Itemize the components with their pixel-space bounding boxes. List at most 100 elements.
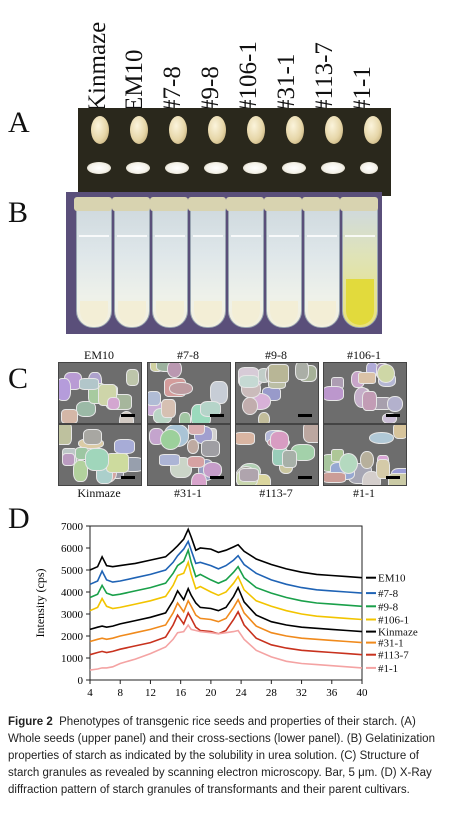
cultivar-label-text: #113-7 xyxy=(311,42,338,112)
panel-b-label: B xyxy=(8,196,29,229)
y-tick-label: 4000 xyxy=(61,587,84,599)
cultivar-label: #1-1 xyxy=(347,2,385,112)
sem-label: #1-1 xyxy=(353,486,375,500)
tube-meniscus xyxy=(155,235,185,237)
starch-granule xyxy=(72,460,89,483)
tube-sediment xyxy=(346,279,374,325)
tube-sediment xyxy=(270,301,298,325)
cultivar-label: #7-8 xyxy=(157,2,195,112)
scale-bar xyxy=(210,476,224,479)
seed-cross-section xyxy=(87,162,111,174)
tube-meniscus xyxy=(307,235,337,237)
scale-bar xyxy=(121,476,135,479)
series-line xyxy=(89,623,363,671)
sem-micrograph xyxy=(147,424,231,486)
starch-granule xyxy=(388,472,406,485)
sem-micrograph xyxy=(235,424,319,486)
x-tick-label: 12 xyxy=(145,687,156,699)
starch-granule xyxy=(236,432,255,446)
starch-granule xyxy=(324,471,347,483)
scale-bar xyxy=(298,476,312,479)
tube-meniscus xyxy=(79,235,109,237)
whole-seed xyxy=(247,116,265,144)
tube-sediment xyxy=(156,301,184,325)
seed-cross-section xyxy=(360,162,378,174)
starch-granule xyxy=(59,378,72,401)
starch-granule xyxy=(369,432,394,444)
test-tube xyxy=(226,197,264,328)
starch-granule xyxy=(178,412,192,423)
y-tick-label: 6000 xyxy=(61,543,84,555)
starch-granule xyxy=(187,425,206,436)
starch-granule xyxy=(84,448,109,471)
y-axis-label: Intensity (cps) xyxy=(33,569,47,638)
seed-cross-section xyxy=(243,162,267,174)
legend-label: #7-8 xyxy=(378,588,399,600)
legend-label: #31-1 xyxy=(378,638,404,650)
scale-bar xyxy=(386,414,400,417)
starch-granule xyxy=(125,369,140,386)
sem-micrograph xyxy=(235,362,319,424)
starch-granule xyxy=(186,455,205,469)
whole-seed xyxy=(169,116,187,144)
seed-cross-section xyxy=(126,162,150,174)
whole-seed xyxy=(208,116,226,144)
x-tick-label: 20 xyxy=(205,687,217,699)
tube-photo xyxy=(66,192,382,334)
cultivar-label-text: #106-1 xyxy=(235,41,262,112)
starch-granule xyxy=(375,458,391,479)
tube-cap xyxy=(340,197,378,211)
starch-granule xyxy=(257,411,271,423)
test-tube xyxy=(150,197,188,328)
whole-seed xyxy=(364,116,382,144)
cultivar-label-text: EM10 xyxy=(121,49,148,113)
x-tick-label: 36 xyxy=(326,687,338,699)
seed-cross-section xyxy=(165,162,189,174)
xrd-chart: 0 1000 2000 3000 4000 5000 6000 7000 4 8 12 16 20 24 2… xyxy=(33,521,418,699)
legend-label: Kinmaze xyxy=(378,627,418,639)
cultivar-label-text: #7-8 xyxy=(159,66,186,112)
panel-d-label: D xyxy=(8,502,30,535)
sem-micrograph xyxy=(323,362,407,424)
series-line xyxy=(89,559,363,621)
sem-micrograph xyxy=(147,362,231,424)
sem-micrograph xyxy=(323,424,407,486)
starch-granule xyxy=(159,454,181,466)
tube-cap xyxy=(150,197,188,211)
tube-sediment xyxy=(308,301,336,325)
panel-a-label: A xyxy=(8,106,30,139)
starch-granule xyxy=(362,390,377,412)
y-tick-label: 3000 xyxy=(61,609,84,621)
figure-caption: Figure 2 Phenotypes of transgenic rice s… xyxy=(8,714,441,799)
x-tick-label: 4 xyxy=(87,687,93,699)
starch-granule xyxy=(200,439,221,458)
cultivar-label: #106-1 xyxy=(233,2,271,112)
legend-label: #113-7 xyxy=(378,650,409,662)
starch-granule xyxy=(107,396,120,410)
sem-micrograph xyxy=(58,362,142,424)
test-tube xyxy=(112,197,150,328)
starch-granule xyxy=(282,450,298,468)
x-tick-label: 24 xyxy=(236,687,248,699)
seed-cross-section xyxy=(321,162,345,174)
y-tick-label: 1000 xyxy=(61,653,84,665)
starch-granule xyxy=(376,363,395,383)
sem-label: #113-7 xyxy=(259,486,293,500)
starch-granule xyxy=(239,468,259,482)
starch-granule xyxy=(387,396,404,412)
starch-granule xyxy=(169,381,194,395)
series-line xyxy=(89,539,363,594)
x-tick-label: 8 xyxy=(117,687,123,699)
starch-granule xyxy=(113,439,136,454)
starch-granule xyxy=(382,412,397,423)
y-tick-label: 5000 xyxy=(61,565,84,577)
scale-bar xyxy=(298,414,312,417)
whole-seed xyxy=(325,116,343,144)
seed-cross-section xyxy=(204,162,228,174)
series-line xyxy=(89,585,363,633)
caption-heading: Figure 2 xyxy=(8,716,53,728)
starch-granule xyxy=(59,425,73,446)
sem-micrograph xyxy=(58,424,142,486)
starch-granule xyxy=(359,450,374,469)
starch-granule xyxy=(105,453,130,474)
